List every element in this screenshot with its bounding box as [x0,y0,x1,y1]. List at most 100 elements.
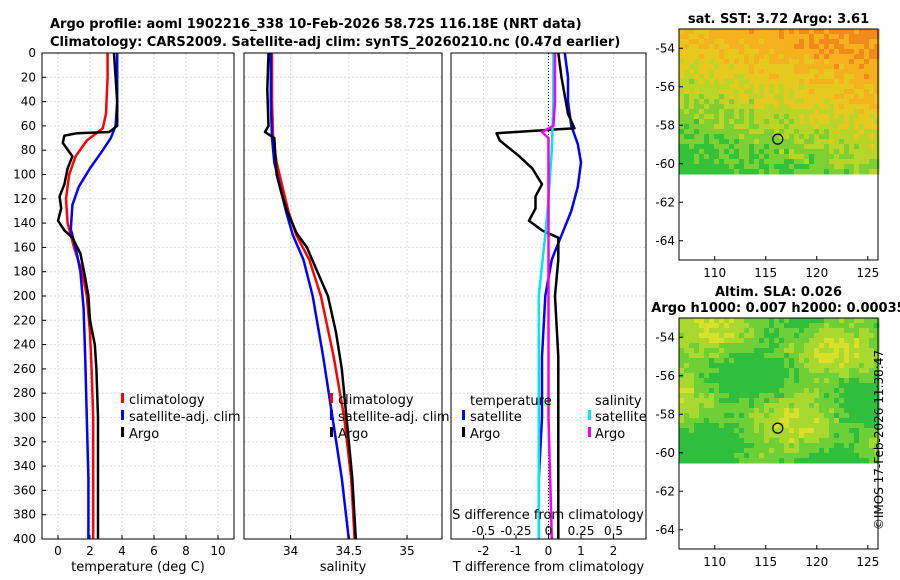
heatmap-cell [799,343,805,349]
heatmap-cell [734,323,740,329]
legend-swatch-1 [330,410,333,420]
heatmap-cell [729,428,735,434]
heatmap-cell [769,343,775,349]
map-title-1: Argo h1000: 0.007 h2000: 0.00035 [651,301,900,316]
heatmap-cell [709,34,715,40]
heatmap-cell [834,109,840,115]
heatmap-cell [709,348,715,354]
heatmap-cell [749,124,755,130]
heatmap-cell [829,89,835,95]
heatmap-cell [854,124,860,130]
heatmap-cell [694,169,700,175]
heatmap-cell [799,39,805,45]
heatmap-cell [829,383,835,389]
heatmap-cell [719,69,725,75]
heatmap-cell [859,393,865,399]
heatmap-cell [809,119,815,125]
heatmap-cell [834,169,840,175]
heatmap-cell [714,378,720,384]
heatmap-cell [784,34,790,40]
heatmap-cell [784,458,790,464]
heatmap-cell [749,438,755,444]
heatmap-cell [719,134,725,140]
heatmap-cell [764,144,770,150]
heatmap-cell [699,458,705,464]
heatmap-cell [874,79,880,85]
heatmap-cell [684,343,690,349]
heatmap-cell [769,119,775,125]
heatmap-cell [689,413,695,419]
heatmap-cell [774,159,780,165]
heatmap-cell [844,453,850,459]
heatmap-cell [824,139,830,145]
heatmap-cell [829,318,835,324]
heatmap-cell [684,403,690,409]
y-tick-label-19: 380 [13,508,36,522]
heatmap-cell [689,34,695,40]
heatmap-cell [834,368,840,374]
heatmap-cell [749,44,755,50]
heatmap-cell [844,49,850,55]
heatmap-cell [694,69,700,75]
heatmap-cell [839,343,845,349]
legend-salinity-swatch-1 [588,427,591,437]
heatmap-cell [789,323,795,329]
heatmap-cell [724,328,730,334]
heatmap-cell [849,448,855,454]
heatmap-cell [739,453,745,459]
heatmap-cell [679,139,685,145]
heatmap-cell [869,333,875,339]
heatmap-cell [864,169,870,175]
heatmap-cell [804,154,810,160]
heatmap-cell [704,348,710,354]
x-tick-label-0: 0 [54,544,62,558]
heatmap-cell [864,343,870,349]
heatmap-cell [849,353,855,359]
heatmap-cell [784,64,790,70]
heatmap-cell [769,408,775,414]
heatmap-cell [729,149,735,155]
heatmap-cell [749,358,755,364]
heatmap-cell [844,74,850,80]
heatmap-cell [784,408,790,414]
heatmap-cell [689,408,695,414]
heatmap-cell [754,378,760,384]
heatmap-cell [769,144,775,150]
heatmap-cell [689,99,695,105]
heatmap-cell [684,129,690,135]
heatmap-cell [869,154,875,160]
heatmap-cell [719,94,725,100]
y-tick-label-11: 220 [13,313,36,327]
heatmap-cell [704,413,710,419]
heatmap-cell [804,169,810,175]
heatmap-cell [714,353,720,359]
heatmap-cell [699,358,705,364]
heatmap-cell [799,423,805,429]
heatmap-cell [744,423,750,429]
heatmap-cell [734,169,740,175]
heatmap-cell [744,69,750,75]
heatmap-cell [859,74,865,80]
heatmap-cell [844,139,850,145]
heatmap-cell [679,413,685,419]
heatmap-cell [694,54,700,60]
heatmap-cell [804,343,810,349]
heatmap-cell [739,318,745,324]
heatmap-cell [799,363,805,369]
heatmap-cell [804,388,810,394]
heatmap-cell [804,328,810,334]
heatmap-cell [839,44,845,50]
heatmap-cell [764,74,770,80]
heatmap-cell [869,119,875,125]
heatmap-cell [754,169,760,175]
heatmap-cell [679,358,685,364]
heatmap-cell [759,39,765,45]
map-y-tick-label-2: -58 [655,407,675,421]
heatmap-cell [809,413,815,419]
heatmap-cell [699,318,705,324]
heatmap-cell [829,343,835,349]
heatmap-cell [774,49,780,55]
heatmap-cell [814,104,820,110]
heatmap-cell [824,348,830,354]
heatmap-cell [824,448,830,454]
